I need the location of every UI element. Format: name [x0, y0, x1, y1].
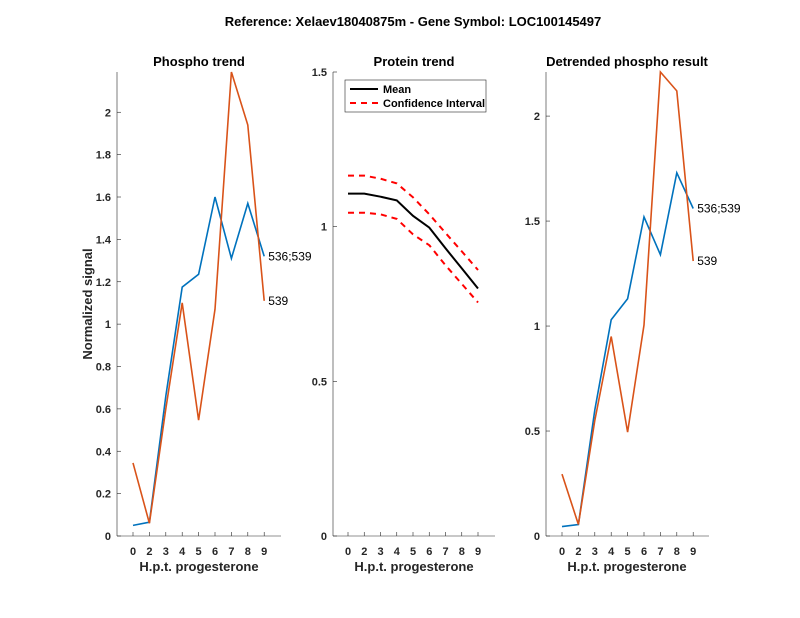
protein-trend-panel: Protein trend H.p.t. progesterone Mean C… — [312, 54, 495, 574]
x-tick-label: 8 — [245, 546, 251, 558]
series-end-label: 536;539 — [697, 201, 741, 215]
x-axis-label: H.p.t. progesterone — [354, 559, 473, 574]
x-tick-label: 2 — [361, 546, 367, 558]
x-tick-label: 5 — [410, 546, 416, 558]
y-axis-label: Normalized signal — [80, 248, 95, 359]
x-tick-label: 4 — [608, 546, 615, 558]
y-tick-label: 1.4 — [96, 234, 112, 246]
y-tick-label: 0 — [534, 531, 540, 543]
y-tick-label: 0 — [321, 531, 327, 543]
y-tick-label: 0.2 — [96, 489, 111, 501]
x-tick-label: 8 — [459, 546, 465, 558]
x-tick-label: 5 — [625, 546, 631, 558]
x-axis-label: H.p.t. progesterone — [567, 559, 686, 574]
panel-title: Phospho trend — [153, 54, 245, 69]
x-tick-label: 9 — [690, 546, 696, 558]
y-tick-label: 0.8 — [96, 362, 111, 374]
figure-title: Reference: Xelaev18040875m - Gene Symbol… — [225, 14, 602, 29]
series-line-confidence-interval-lower- — [348, 211, 479, 304]
x-tick-label: 6 — [641, 546, 647, 558]
panel-title: Protein trend — [374, 54, 455, 69]
series-line-536-539 — [561, 170, 694, 528]
y-tick-label: 1 — [534, 321, 540, 333]
series-line-mean — [348, 192, 479, 290]
x-tick-label: 7 — [657, 546, 663, 558]
y-tick-label: 0 — [105, 531, 111, 543]
y-tick-label: 1 — [105, 319, 111, 331]
series-line-confidence-interval-upper- — [348, 174, 479, 271]
panel-title: Detrended phospho result — [546, 54, 708, 69]
x-tick-label: 9 — [475, 546, 481, 558]
phospho-trend-panel: Phospho trend H.p.t. progesterone Normal… — [80, 54, 312, 574]
x-tick-label: 3 — [163, 546, 169, 558]
series-end-label: 539 — [697, 254, 717, 268]
y-tick-label: 0.5 — [312, 376, 327, 388]
x-tick-label: 2 — [575, 546, 581, 558]
series-line-539 — [561, 70, 694, 525]
x-tick-label: 0 — [559, 546, 565, 558]
x-tick-label: 6 — [212, 546, 218, 558]
x-tick-label: 9 — [261, 546, 267, 558]
y-tick-label: 0.4 — [96, 446, 112, 458]
series-line-536-539 — [132, 196, 265, 527]
legend-label-mean: Mean — [383, 84, 411, 96]
y-tick-label: 1.5 — [312, 67, 327, 79]
x-tick-label: 0 — [345, 546, 351, 558]
x-tick-label: 4 — [179, 546, 186, 558]
y-tick-label: 1 — [321, 222, 327, 234]
y-tick-label: 2 — [105, 107, 111, 119]
legend-label-ci: Confidence Interval — [383, 98, 485, 110]
y-tick-label: 1.5 — [525, 216, 540, 228]
x-tick-label: 7 — [442, 546, 448, 558]
x-tick-label: 7 — [228, 546, 234, 558]
y-tick-label: 0.6 — [96, 404, 111, 416]
y-tick-label: 1.2 — [96, 277, 111, 289]
y-tick-label: 0.5 — [525, 426, 540, 438]
x-axis-label: H.p.t. progesterone — [139, 559, 258, 574]
series-end-label: 539 — [268, 294, 288, 308]
y-tick-label: 1.6 — [96, 192, 111, 204]
x-tick-label: 3 — [592, 546, 598, 558]
detrended-phospho-panel: Detrended phospho result H.p.t. progeste… — [525, 54, 741, 574]
x-tick-label: 8 — [674, 546, 680, 558]
series-line-539 — [132, 71, 265, 524]
x-tick-label: 2 — [146, 546, 152, 558]
x-tick-label: 5 — [196, 546, 202, 558]
x-tick-label: 3 — [377, 546, 383, 558]
series-end-label: 536;539 — [268, 249, 312, 263]
legend: Mean Confidence Interval — [344, 79, 487, 113]
y-tick-label: 2 — [534, 111, 540, 123]
legend-box — [344, 79, 487, 113]
y-tick-label: 1.8 — [96, 150, 111, 162]
x-tick-label: 6 — [426, 546, 432, 558]
x-tick-label: 0 — [130, 546, 136, 558]
x-tick-label: 4 — [394, 546, 401, 558]
